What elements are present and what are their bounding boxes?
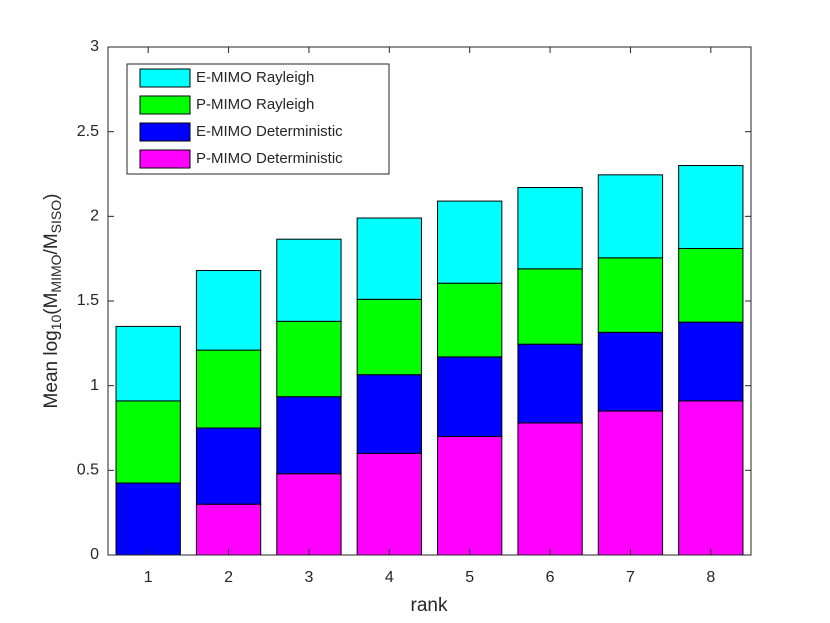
bar-segment xyxy=(115,482,181,556)
bar-segment xyxy=(678,165,744,250)
bar-segment xyxy=(678,400,744,556)
x-tick-label: 2 xyxy=(224,569,233,586)
x-tick-label: 3 xyxy=(304,569,313,586)
legend-swatch xyxy=(139,68,191,88)
bar-segment xyxy=(517,343,583,424)
y-axis-label-part: Mean log xyxy=(41,330,62,408)
legend-label: P-MIMO Rayleigh xyxy=(196,96,314,113)
x-tick-label: 6 xyxy=(546,569,555,586)
x-tick-label: 7 xyxy=(626,569,635,586)
bar-segment xyxy=(195,349,262,429)
y-axis-label-part: /M xyxy=(41,233,62,254)
bar-segment xyxy=(356,217,422,300)
y-axis-label-subscript: SISO xyxy=(48,200,64,234)
bar-segment xyxy=(115,400,181,484)
x-tick-label: 8 xyxy=(706,569,715,586)
legend-label: E-MIMO Deterministic xyxy=(196,123,343,140)
bar-segment xyxy=(437,282,503,358)
y-tick-label: 0.5 xyxy=(77,462,99,479)
bar-segment xyxy=(356,452,422,556)
y-tick-label: 1 xyxy=(90,377,99,394)
bar-segment xyxy=(437,200,503,284)
y-axis-label-subscript: 10 xyxy=(48,315,64,331)
bar-segment xyxy=(437,356,503,437)
bar-segment xyxy=(276,396,342,475)
bar-segment xyxy=(276,473,342,556)
x-tick-label: 5 xyxy=(465,569,474,586)
x-tick-label: 4 xyxy=(385,569,394,586)
bar-segment xyxy=(195,270,262,351)
bar-segment xyxy=(517,268,583,345)
bar-segment xyxy=(195,427,262,505)
bar-segment xyxy=(195,503,262,556)
legend-swatch xyxy=(139,122,191,142)
y-axis-label: Mean log10(MMIMO/MSISO) xyxy=(41,194,64,409)
y-axis-label-part: ) xyxy=(41,194,62,200)
legend-label: P-MIMO Deterministic xyxy=(196,150,343,167)
legend-label: E-MIMO Rayleigh xyxy=(196,69,314,86)
bar-segment xyxy=(597,257,664,333)
bar-segment xyxy=(517,187,583,270)
bar-segment xyxy=(276,238,342,322)
bar-segment xyxy=(356,374,422,454)
bar-segment xyxy=(276,320,342,398)
bar-segment xyxy=(678,248,744,323)
x-axis-label: rank xyxy=(411,595,448,616)
bar-segment xyxy=(678,321,744,402)
bar-segment xyxy=(517,422,583,556)
x-tick-label: 1 xyxy=(144,569,153,586)
y-tick-label: 0 xyxy=(90,546,99,563)
legend-swatch xyxy=(139,95,191,115)
y-tick-label: 2 xyxy=(90,208,99,225)
legend-swatch xyxy=(139,149,191,169)
bar-segment xyxy=(115,325,181,402)
y-tick-label: 3 xyxy=(90,38,99,55)
y-tick-label: 1.5 xyxy=(77,292,99,309)
bar-segment xyxy=(597,410,664,556)
bar-segment xyxy=(597,174,664,259)
bar-segment xyxy=(437,435,503,556)
y-tick-label: 2.5 xyxy=(77,123,99,140)
y-axis-label-part: (M xyxy=(41,293,62,315)
bar-segment xyxy=(356,298,422,376)
y-axis-label-subscript: MIMO xyxy=(48,254,64,292)
bar-segment xyxy=(597,331,664,412)
